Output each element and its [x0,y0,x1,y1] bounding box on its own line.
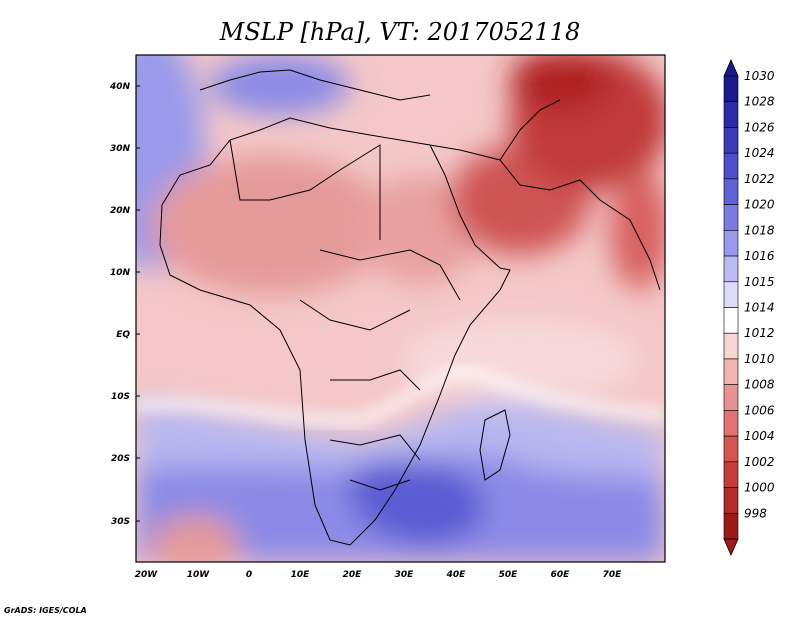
lon-axis: 20W 10W 0 10E 20E 30E 40E 50E 60E 70E [135,570,622,580]
colorbar-level-label: 1026 [744,120,775,134]
colorbar-level-label: 1018 [744,223,775,237]
colorbar-level-label: 1022 [744,172,775,186]
lat-label: 30N [110,144,131,154]
colorbar-level-label: 1004 [744,429,775,443]
colorbar-level-label: 1030 [744,69,775,83]
colorbar-swatch [723,358,739,385]
colorbar-swatch [723,255,739,283]
colorbar-level-label: 1000 [744,481,775,495]
colorbar-swatch [723,410,739,437]
colorbar-level-label: 998 [744,506,767,520]
colorbar-level-label: 1012 [744,326,775,340]
lat-label: 20N [110,206,131,216]
colorbar-swatch [723,75,739,103]
colorbar-swatch [723,461,739,488]
lon-label: 70E [603,570,623,580]
lat-label: 10S [111,392,130,402]
colorbar-swatch [723,487,739,514]
lat-label: 40N [109,82,131,92]
colorbar-swatch [723,332,739,360]
colorbar-swatch [723,127,739,154]
coastlines [159,69,661,546]
colorbar-level-label: 1014 [744,301,775,315]
colorbar-swatch [723,204,739,231]
colorbar-level-label: 1016 [744,249,775,263]
colorbar-swatch [723,512,739,540]
lat-label: 10N [110,268,131,278]
lon-label: 0 [246,570,252,580]
colorbar-arrow-top [723,59,739,77]
colorbar-swatch [723,101,739,128]
colorbar-swatch [723,307,739,334]
map-title: MSLP [hPa], VT: 2017052118 [219,18,580,46]
lon-label: 10E [291,570,311,580]
colorbar-swatch [723,281,739,308]
colorbar-swatch [723,178,739,205]
colorbar: 1030 1028 1026 1024 1022 1020 1018 1016 1015 1014… [723,59,775,556]
lat-label: EQ [116,330,130,340]
colorbar-swatch [723,384,739,411]
lat-label: 20S [111,454,130,464]
colorbar-level-label: 1015 [744,275,775,289]
lon-label: 30E [395,570,415,580]
lon-label: 20E [343,570,363,580]
colorbar-level-label: 1006 [744,403,775,417]
lat-label: 30S [111,517,130,527]
colorbar-swatch [723,152,739,180]
lon-label: 20W [135,570,159,580]
lon-label: 10W [187,570,211,580]
colorbar-level-label: 1024 [744,146,775,160]
plot-frame [135,54,666,563]
colorbar-level-label: 1010 [744,352,775,366]
colorbar-level-label: 1002 [744,455,775,469]
lat-axis: 40N 30N 20N 10N EQ 10S 20S 30S [109,82,131,527]
colorbar-level-label: 1008 [744,378,775,392]
lon-label: 60E [551,570,571,580]
colorbar-swatch [723,230,739,257]
colorbar-arrow-bottom [723,538,739,556]
footer-credit: GrADS: IGES/COLA [4,606,87,615]
colorbar-swatch [723,435,739,463]
lon-label: 40E [446,570,467,580]
colorbar-level-label: 1028 [744,95,775,109]
lat-ticks [136,85,140,522]
colorbar-level-label: 1020 [744,198,775,212]
lon-label: 50E [499,570,519,580]
pressure-field [136,55,665,562]
